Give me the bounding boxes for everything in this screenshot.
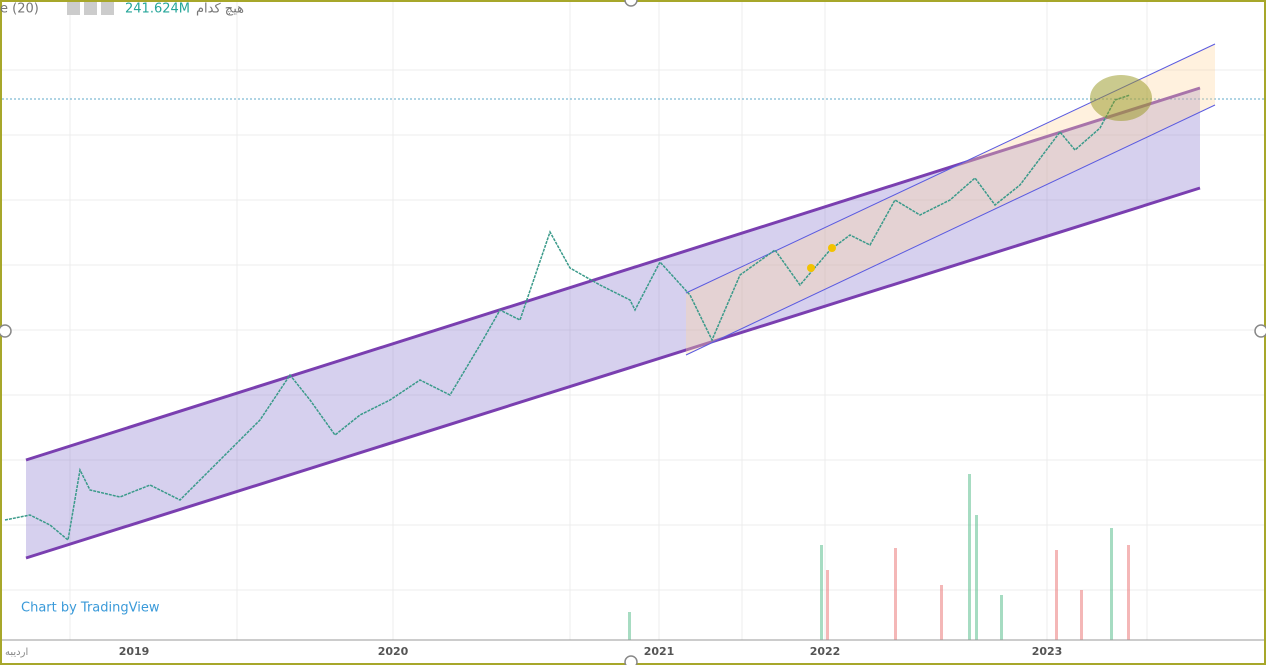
indicator-label: e (20) xyxy=(0,2,39,17)
symbol-note: هیچ کدام xyxy=(196,2,244,17)
x-tick-label: 2020 xyxy=(378,645,409,658)
small-channel xyxy=(686,44,1215,355)
x-tick-label: 2021 xyxy=(644,645,675,658)
volume-bars xyxy=(628,474,1130,640)
channel-bottom xyxy=(25,186,1201,560)
volume-value: 241.624M xyxy=(125,2,190,17)
icon[interactable] xyxy=(84,2,97,15)
icon[interactable] xyxy=(67,2,80,15)
x-tick-label: 2022 xyxy=(810,645,841,658)
main-channel xyxy=(26,88,1200,558)
watermark[interactable]: Chart by TradingView xyxy=(21,601,160,616)
icon[interactable] xyxy=(101,2,114,15)
channel-top xyxy=(25,86,1201,462)
price-trace xyxy=(4,94,1131,542)
x-tick-label: 2023 xyxy=(1032,645,1063,658)
highlight-ellipse xyxy=(1090,75,1152,121)
x-tick-label: 2019 xyxy=(119,645,150,658)
marker xyxy=(807,264,815,272)
corner-label: اردیبه xyxy=(5,647,28,658)
marker xyxy=(828,244,836,252)
small-channel-bottom xyxy=(685,104,1216,356)
